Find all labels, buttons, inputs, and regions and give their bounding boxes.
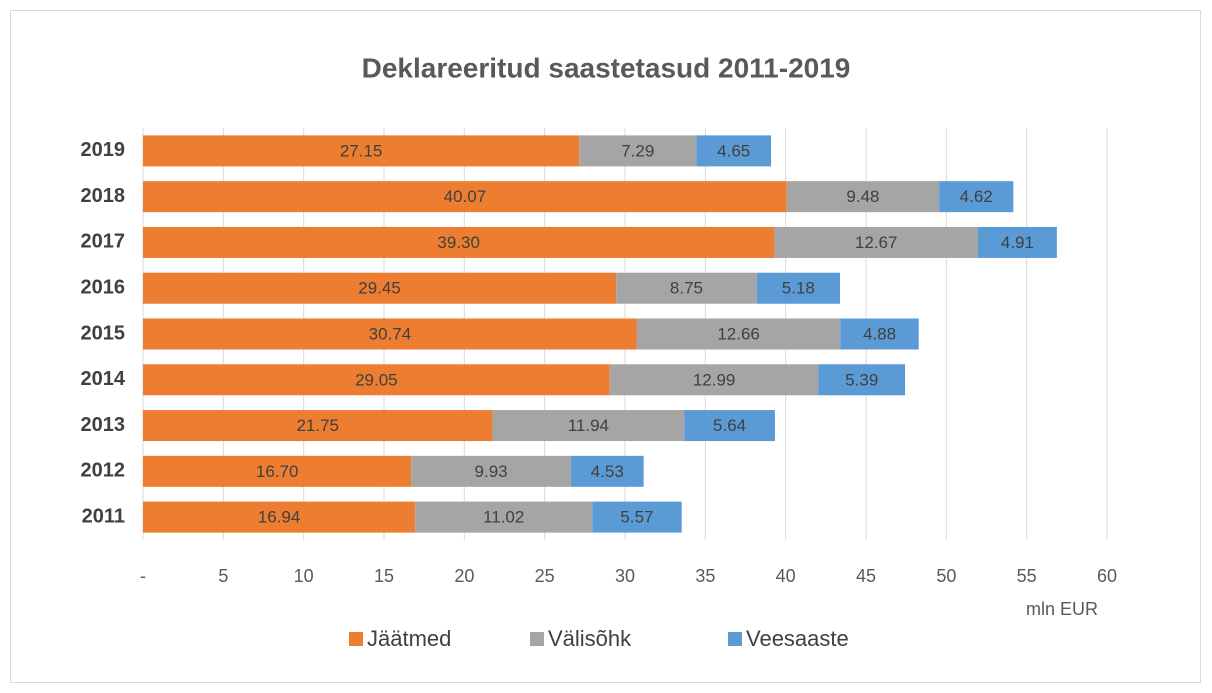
data-label: 4.91 — [1001, 233, 1034, 252]
y-tick-label: 2014 — [81, 368, 126, 390]
legend-label: Veesaaste — [746, 626, 849, 651]
data-label: 21.75 — [296, 416, 339, 435]
y-tick-label: 2018 — [81, 185, 126, 207]
data-label: 4.65 — [717, 141, 750, 160]
bar-segment — [696, 135, 772, 167]
bar-segment — [143, 318, 637, 350]
x-tick-label: 5 — [218, 566, 228, 586]
legend-label: Välisõhk — [548, 626, 632, 651]
y-tick-label: 2012 — [81, 460, 126, 482]
x-tick-label: 55 — [1017, 566, 1037, 586]
data-label: 16.94 — [258, 508, 301, 527]
bar-segment — [143, 410, 493, 442]
data-label: 5.39 — [845, 370, 878, 389]
bar-segment — [415, 501, 593, 533]
legend-swatch — [530, 632, 544, 646]
x-tick-label: 50 — [936, 566, 956, 586]
x-tick-label: 15 — [374, 566, 394, 586]
chart-title: Deklareeritud saastetasud 2011-2019 — [362, 52, 851, 83]
bar-segment — [143, 135, 580, 167]
legend-label: Jäätmed — [367, 626, 451, 651]
y-tick-label: 2015 — [81, 322, 126, 344]
x-tick-label: 45 — [856, 566, 876, 586]
bar-segment — [609, 364, 819, 396]
data-label: 27.15 — [340, 141, 383, 160]
bar-segment — [411, 455, 571, 487]
x-tick-label: 40 — [776, 566, 796, 586]
x-axis-label: mln EUR — [1026, 599, 1098, 619]
y-tick-label: 2013 — [81, 414, 126, 436]
bar-segment — [579, 135, 697, 167]
bar-segment — [143, 455, 412, 487]
data-label: 11.94 — [568, 416, 609, 435]
bar-segment — [592, 501, 682, 533]
x-tick-label: 20 — [454, 566, 474, 586]
data-label: 4.88 — [863, 324, 896, 343]
data-label: 8.75 — [670, 279, 703, 298]
data-label: 7.29 — [621, 141, 654, 160]
data-label: 29.45 — [358, 279, 401, 298]
data-label: 12.99 — [693, 370, 736, 389]
legend-swatch — [728, 632, 742, 646]
data-label: 40.07 — [444, 187, 487, 206]
data-label: 39.30 — [437, 233, 480, 252]
x-tick-label: 60 — [1097, 566, 1117, 586]
y-tick-label: 2019 — [81, 139, 126, 161]
data-label: 12.66 — [717, 324, 760, 343]
x-tick-label: 30 — [615, 566, 635, 586]
bar-segment — [570, 455, 644, 487]
bar-segment — [840, 318, 919, 350]
data-label: 4.53 — [591, 462, 624, 481]
bar-segment — [143, 226, 775, 258]
bar-segment — [616, 272, 757, 304]
y-tick-label: 2011 — [82, 505, 125, 527]
y-tick-label: 2017 — [81, 231, 126, 253]
data-label: 12.67 — [855, 233, 898, 252]
x-tick-label: 10 — [294, 566, 314, 586]
bar-segment — [143, 364, 610, 396]
bar-segment — [143, 501, 416, 533]
bar-segment — [684, 410, 775, 442]
x-tick-label: 35 — [695, 566, 715, 586]
bar-segment — [977, 226, 1057, 258]
data-label: 5.64 — [713, 416, 746, 435]
data-label: 30.74 — [369, 324, 412, 343]
bar-segment — [818, 364, 906, 396]
data-label: 9.48 — [846, 187, 879, 206]
data-label: 11.02 — [483, 508, 524, 527]
data-label: 5.18 — [782, 279, 815, 298]
bar-segment — [756, 272, 840, 304]
data-label: 9.93 — [475, 462, 508, 481]
data-label: 4.62 — [960, 187, 993, 206]
bar-segment — [636, 318, 841, 350]
bar-segment — [143, 181, 787, 213]
x-tick-label: - — [140, 566, 146, 586]
data-label: 29.05 — [355, 370, 398, 389]
bar-segment — [939, 181, 1014, 213]
bar-segment — [492, 410, 685, 442]
bar-segment — [786, 181, 940, 213]
data-label: 5.57 — [620, 508, 653, 527]
legend-swatch — [349, 632, 363, 646]
bar-segment — [774, 226, 978, 258]
bar-segment — [143, 272, 617, 304]
data-label: 16.70 — [256, 462, 299, 481]
y-tick-label: 2016 — [81, 277, 126, 299]
x-tick-label: 25 — [535, 566, 555, 586]
